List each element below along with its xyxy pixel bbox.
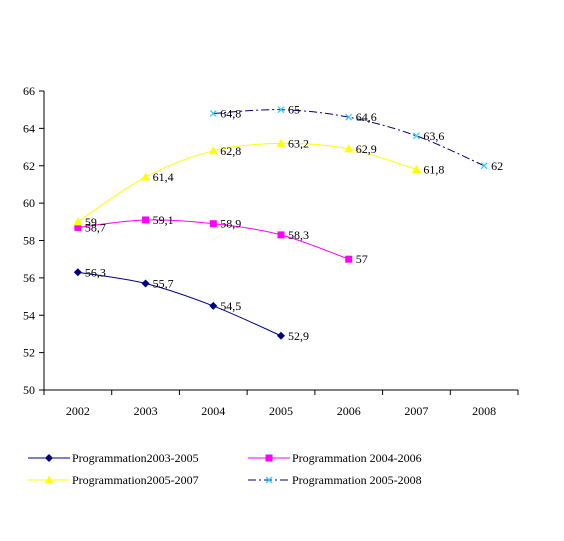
legend-marker-3	[44, 475, 54, 484]
chart-axes: 50 52 54 56 58 60 62 64 66 2002 2003 2004 2005 2006 20…	[23, 84, 519, 418]
series-2-data-label: 59,1	[153, 213, 174, 227]
series-1-data-label: 54,5	[220, 299, 241, 313]
series-2-point	[345, 255, 353, 263]
series-2-point	[209, 220, 217, 228]
series-1-point	[209, 301, 218, 310]
chart-legend: Programmation2003-2005 Programmation 2004…	[28, 451, 422, 487]
legend-marker-2	[265, 454, 273, 462]
series-4-data-label: 62	[491, 159, 503, 173]
series-line-4	[213, 109, 485, 167]
series-3-data-label: 61,8	[423, 162, 444, 176]
chart-data-labels: 56,3 55,7 54,5 52,9 58,7 59,1 58,9 58,3 57 59 61,4…	[85, 103, 503, 343]
legend-marker-4	[265, 476, 273, 484]
y-tick-label: 52	[23, 346, 35, 360]
chart-series-markers	[73, 106, 488, 340]
legend-label-1: Programmation2003-2005	[72, 451, 199, 465]
series-2-data-label: 57	[356, 252, 368, 266]
x-tick-label: 2002	[66, 404, 90, 418]
legend-label-3: Programmation2005-2007	[72, 473, 199, 487]
x-tick-label: 2007	[404, 404, 428, 418]
series-4-point	[209, 109, 217, 117]
y-tick-label: 60	[23, 196, 35, 210]
x-tick-label: 2006	[337, 404, 361, 418]
y-tick-label: 62	[23, 159, 35, 173]
y-tick-label: 58	[23, 234, 35, 248]
series-4-point	[480, 162, 488, 170]
x-tick-label: 2003	[134, 404, 158, 418]
series-3-data-label: 62,8	[220, 144, 241, 158]
series-4-data-label: 64,6	[356, 110, 377, 124]
series-3-point	[141, 172, 151, 181]
series-4-point	[277, 106, 285, 114]
series-3-point	[208, 146, 218, 155]
series-4-data-label: 63,6	[423, 129, 444, 143]
y-tick-label: 56	[23, 271, 35, 285]
series-3-data-label: 63,2	[288, 136, 309, 150]
series-3-data-label: 62,9	[356, 142, 377, 156]
series-2-data-label: 58,3	[288, 228, 309, 242]
series-1-data-label: 55,7	[153, 276, 174, 290]
series-2-data-label: 58,9	[220, 217, 241, 231]
series-3-data-label: 61,4	[153, 170, 174, 184]
series-4-data-label: 64,8	[220, 106, 241, 120]
series-1-point	[141, 279, 150, 288]
series-4-point	[345, 113, 353, 121]
legend-label-4: Programmation 2005-2008	[292, 473, 422, 487]
y-tick-label: 64	[23, 121, 35, 135]
x-tick-label: 2005	[269, 404, 293, 418]
series-4-point	[412, 132, 420, 140]
y-tick-label: 54	[23, 308, 35, 322]
series-line-1	[77, 271, 282, 337]
y-tick-label: 66	[23, 84, 35, 98]
series-1-point	[277, 331, 285, 340]
series-2-point	[277, 231, 285, 239]
series-3-point	[344, 144, 354, 153]
series-3-point	[276, 138, 286, 147]
series-3-point	[73, 217, 83, 226]
series-3-data-label: 59	[85, 215, 97, 229]
legend-label-2: Programmation 2004-2006	[292, 451, 422, 465]
series-1-data-label: 52,9	[288, 329, 309, 343]
series-2-point	[142, 216, 150, 224]
x-tick-label: 2008	[472, 404, 496, 418]
legend-marker-1	[45, 454, 53, 462]
series-1-point	[73, 268, 82, 277]
series-3-point	[411, 164, 421, 173]
series-1-data-label: 56,3	[85, 265, 106, 279]
series-2-point	[74, 223, 82, 231]
series-4-data-label: 65	[288, 103, 300, 117]
y-tick-label: 50	[23, 383, 35, 397]
series-2-data-label: 58,7	[85, 220, 106, 234]
x-tick-label: 2004	[201, 404, 225, 418]
series-line-3	[77, 142, 417, 223]
